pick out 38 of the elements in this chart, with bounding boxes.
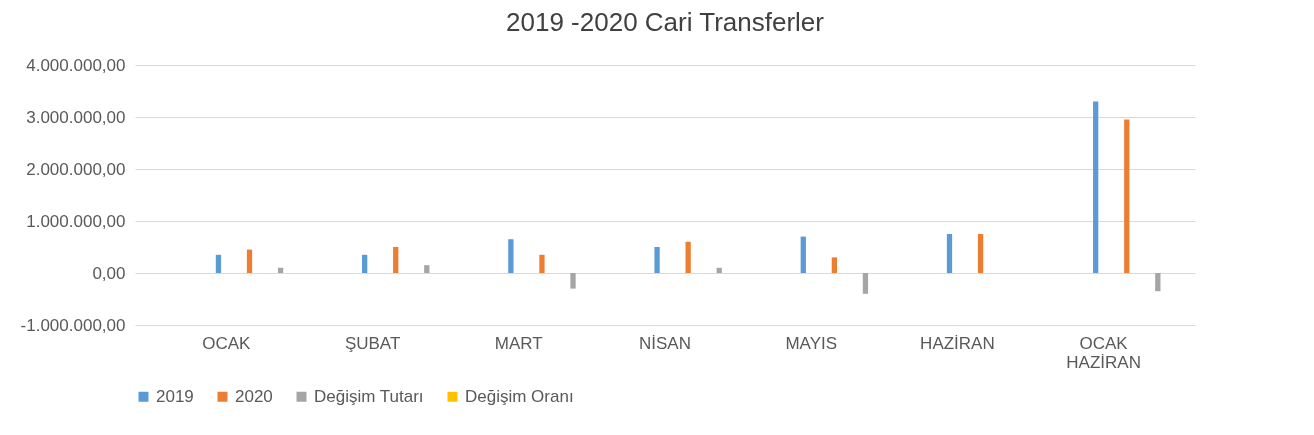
x-tick-label: MAYIS: [785, 333, 838, 353]
x-tick-label: NİSAN: [639, 333, 691, 353]
y-tick-label: -1.000.000,00: [20, 315, 126, 335]
x-tick-label: OCAK: [202, 333, 252, 353]
bar: [508, 239, 514, 273]
bar: [654, 247, 660, 273]
bar: [539, 254, 545, 273]
bar: [393, 247, 399, 273]
bar: [946, 234, 953, 273]
bar: [570, 273, 576, 289]
bar: [424, 265, 430, 273]
bar: [246, 249, 253, 273]
bar: [685, 241, 691, 273]
legend-label: 2019: [156, 386, 194, 406]
bar: [362, 254, 368, 273]
bar: [1155, 273, 1161, 292]
bar: [1124, 119, 1130, 273]
bar: [215, 254, 222, 273]
bar: [862, 273, 869, 294]
bar: [800, 236, 806, 273]
y-tick-label: 4.000.000,00: [26, 55, 126, 75]
y-tick-label: 1.000.000,00: [26, 211, 126, 231]
bar: [977, 234, 984, 273]
bar: [1093, 101, 1099, 273]
legend-label: Değişim Tutarı: [314, 386, 424, 406]
legend-label: Değişim Oranı: [465, 386, 574, 406]
x-tick-label: HAZİRAN: [920, 333, 995, 353]
x-tick-label: MART: [494, 333, 543, 353]
y-tick-label: 2.000.000,00: [26, 159, 126, 179]
bar: [716, 267, 722, 273]
x-tick-label: OCAK HAZİRAN: [1066, 333, 1141, 372]
legend-label: 2020: [235, 386, 273, 406]
chart-title: 2019 -2020 Cari Transferler: [506, 7, 825, 37]
y-tick-label: 0,00: [92, 263, 126, 283]
x-tick-label: ŞUBAT: [344, 333, 401, 353]
y-tick-label: 3.000.000,00: [26, 107, 126, 127]
bar: [277, 267, 284, 273]
bar: [831, 257, 837, 273]
